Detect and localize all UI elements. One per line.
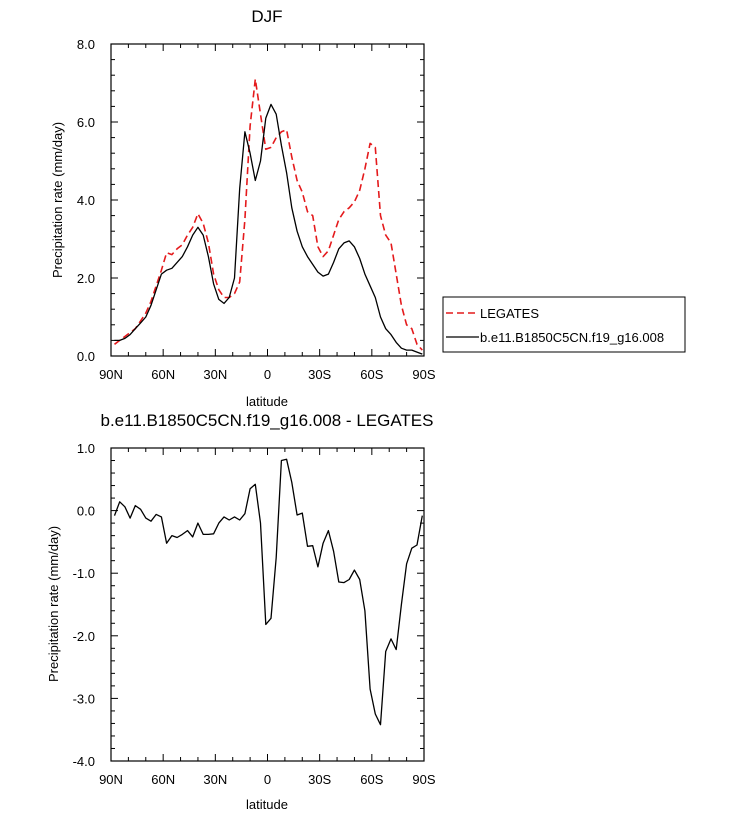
chart-title: DJF	[251, 7, 282, 26]
plot-area	[114, 78, 423, 355]
y-tick-label: -3.0	[73, 691, 95, 706]
panel-difference: b.e11.B1850C5CN.f19_g16.008 - LEGATES 90…	[46, 411, 436, 812]
x-tick-label: 90S	[412, 772, 435, 787]
y-tick-label: -2.0	[73, 629, 95, 644]
plot-frame	[110, 43, 425, 357]
x-tick-label: 60N	[151, 772, 175, 787]
y-tick-label: 4.0	[77, 193, 95, 208]
y-tick-label: 0.0	[77, 504, 95, 519]
x-axis-label: latitude	[246, 797, 288, 812]
y-tick-label: -4.0	[73, 754, 95, 769]
y-axis-label: Precipitation rate (mm/day)	[50, 122, 65, 278]
series-line-model	[114, 103, 423, 355]
legend-label-model: b.e11.B1850C5CN.f19_g16.008	[480, 330, 664, 345]
x-tick-label: 0	[264, 772, 271, 787]
x-tick-label: 60S	[360, 367, 383, 382]
x-tick-label: 30N	[203, 367, 227, 382]
x-tick-label: 90N	[99, 772, 123, 787]
panel-mean-precip: DJF 90N 60N 30N 0 30S 60S 90S 0.0 2.0 4.0 6.0 8.0 P…	[50, 7, 686, 409]
y-tick-label: -1.0	[73, 566, 95, 581]
x-tick-label: 30N	[203, 772, 227, 787]
axis-ticks: 90N 60N 30N 0 30S 60S 90S 0.0 2.0 4.0 6.0 8.0	[77, 37, 436, 382]
x-tick-label: 90N	[99, 367, 123, 382]
legend: LEGATES b.e11.B1850C5CN.f19_g16.008	[442, 296, 686, 353]
plot-frame	[110, 447, 425, 762]
x-tick-label: 30S	[308, 367, 331, 382]
y-tick-label: 8.0	[77, 37, 95, 52]
chart-title: b.e11.B1850C5CN.f19_g16.008 - LEGATES	[101, 411, 434, 430]
series-line-legates	[114, 78, 423, 351]
difference-line	[113, 458, 423, 726]
x-tick-label: 60N	[151, 367, 175, 382]
y-tick-label: 2.0	[77, 271, 95, 286]
x-tick-label: 0	[264, 367, 271, 382]
axis-ticks: 90N 60N 30N 0 30S 60S 90S -4.0 -3.0 -2.0 -1.0 0.0 1.…	[73, 441, 436, 787]
x-tick-label: 30S	[308, 772, 331, 787]
x-tick-label: 60S	[360, 772, 383, 787]
plot-area	[113, 458, 423, 726]
x-tick-label: 90S	[412, 367, 435, 382]
y-tick-label: 1.0	[77, 441, 95, 456]
legend-box	[442, 296, 686, 353]
legend-label-legates: LEGATES	[480, 306, 539, 321]
x-axis-label: latitude	[246, 394, 288, 409]
y-tick-label: 0.0	[77, 349, 95, 364]
y-axis-label: Precipitation rate (mm/day)	[46, 526, 61, 682]
y-tick-label: 6.0	[77, 115, 95, 130]
